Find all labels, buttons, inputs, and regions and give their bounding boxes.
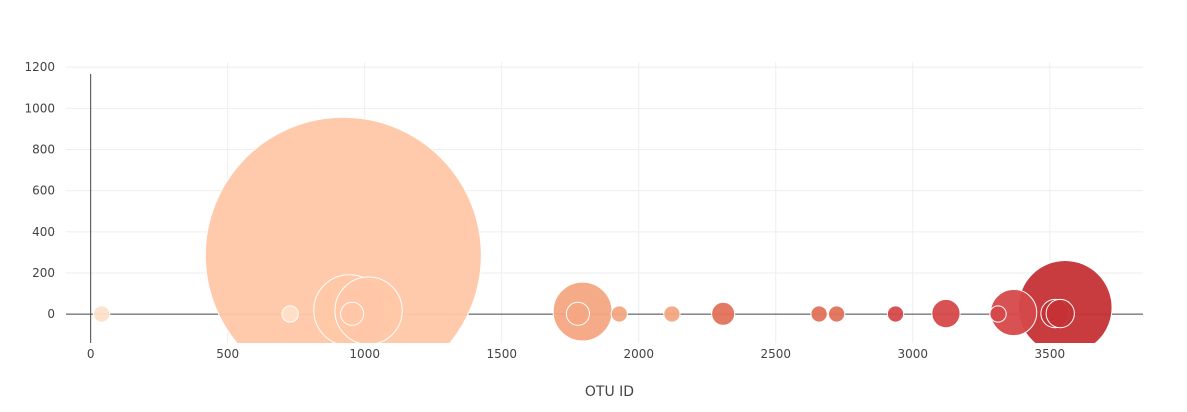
y-tick-label: 0 <box>47 307 55 321</box>
bubble-marker[interactable] <box>886 305 905 323</box>
bubble-marker[interactable] <box>340 301 365 326</box>
y-tick-label: 1200 <box>24 60 55 74</box>
bubble-marker[interactable] <box>610 305 628 323</box>
bubble-marker[interactable] <box>827 305 846 323</box>
x-tick-label: 3000 <box>898 347 929 361</box>
y-axis-tick-labels: 0 200 400 600 800 1000 1200 <box>24 60 55 321</box>
bubble-markers <box>92 116 1113 393</box>
x-tick-label: 500 <box>216 347 239 361</box>
x-tick-label: 3500 <box>1035 347 1066 361</box>
y-tick-label: 200 <box>32 266 55 280</box>
grid-lines <box>66 62 1143 343</box>
x-axis-tick-labels: 0 500 1000 1500 2000 2500 3000 3500 <box>87 347 1065 361</box>
x-tick-label: 1500 <box>486 347 517 361</box>
y-tick-label: 1000 <box>24 101 55 115</box>
x-tick-label: 1000 <box>349 347 380 361</box>
x-tick-label: 2000 <box>623 347 654 361</box>
x-axis-title: OTU ID <box>585 384 634 400</box>
bubble-marker[interactable] <box>711 301 736 326</box>
bubble-marker[interactable] <box>810 305 828 323</box>
bubble-marker[interactable] <box>281 305 299 323</box>
bubble-marker[interactable] <box>204 116 482 393</box>
bubble-marker[interactable] <box>92 305 111 323</box>
bubble-marker[interactable] <box>565 301 590 326</box>
y-tick-label: 800 <box>32 142 55 156</box>
y-tick-label: 600 <box>32 184 55 198</box>
bubble-marker[interactable] <box>334 276 403 344</box>
x-tick-label: 2500 <box>761 347 792 361</box>
bubble-marker[interactable] <box>989 305 1007 323</box>
x-tick-label: 0 <box>87 347 95 361</box>
bubble-marker[interactable] <box>663 305 681 323</box>
y-tick-label: 400 <box>32 225 55 239</box>
bubble-marker[interactable] <box>931 298 961 329</box>
bubble-marker[interactable] <box>1045 298 1075 329</box>
